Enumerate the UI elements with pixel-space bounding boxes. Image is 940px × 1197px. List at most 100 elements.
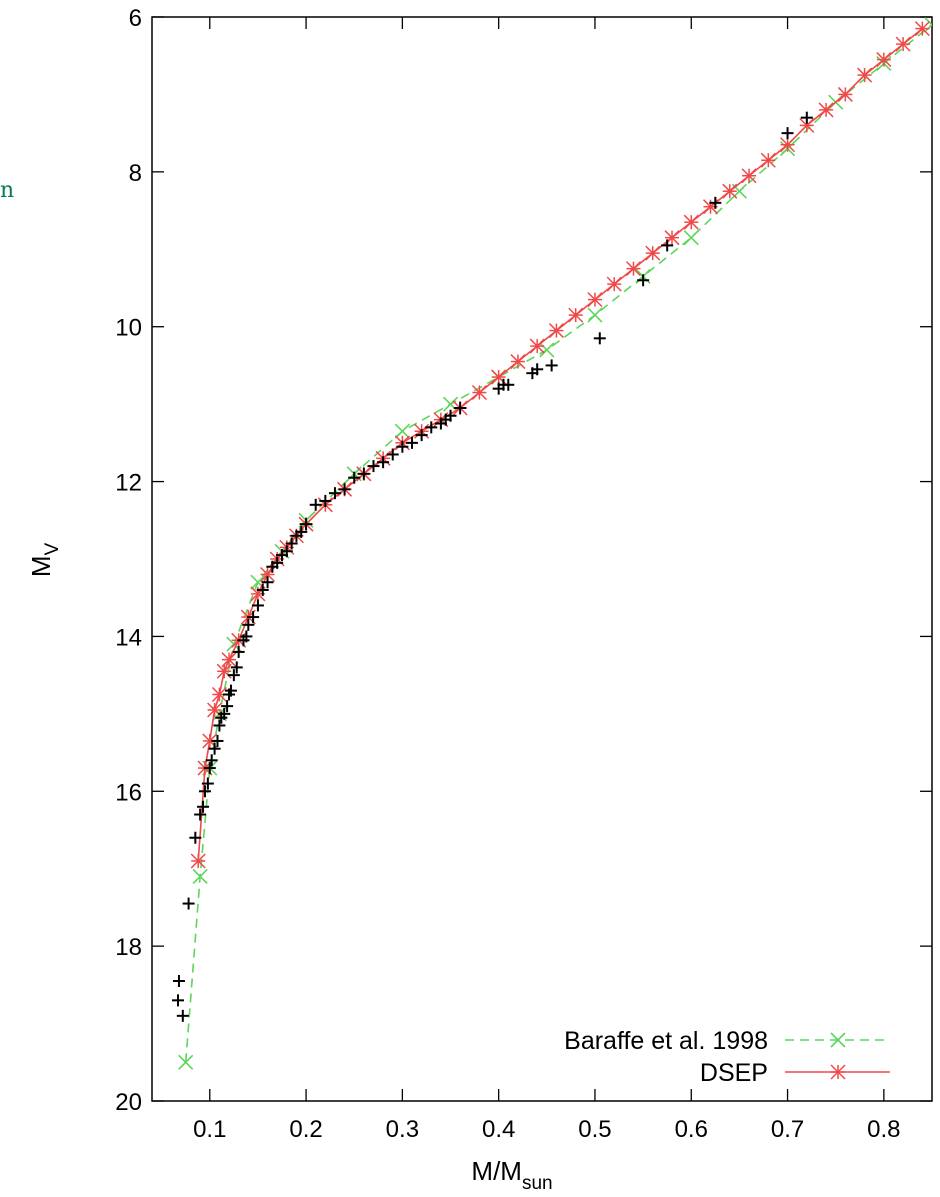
data-point [709, 196, 722, 209]
data-point [309, 498, 322, 511]
data-point [172, 974, 185, 987]
y-tick-label: 8 [129, 160, 142, 187]
axis-ticks: 0.1 0.2 0.3 0.4 0.5 0.6 0.7 0.8 6 8 10 12 14 16 18 20 [115, 5, 932, 1143]
data-point [201, 777, 214, 790]
data-point [227, 669, 240, 682]
x-marker-stroke [683, 230, 699, 246]
plot-frame [151, 16, 933, 1102]
data-point [539, 342, 555, 358]
data-point [491, 369, 507, 385]
data-point [172, 994, 184, 1007]
data-point [192, 868, 208, 885]
data-point [208, 742, 221, 755]
data-point [182, 897, 195, 910]
plot-border [151, 16, 933, 1102]
y-tick-label: 10 [115, 315, 142, 342]
data-point [240, 630, 253, 643]
data-point [224, 684, 237, 697]
x-marker-stroke [924, 23, 932, 33]
data-point [319, 494, 332, 507]
data-point [895, 36, 911, 52]
data-point [256, 583, 269, 596]
data-point [531, 363, 544, 376]
data-point [425, 421, 438, 434]
x-marker-stroke [830, 1032, 846, 1048]
data-point [502, 378, 515, 391]
x-tick-label: 0.2 [289, 1116, 322, 1143]
data-point [211, 686, 227, 703]
data-point [471, 384, 487, 401]
data-point [857, 67, 873, 83]
x-marker-stroke [192, 868, 208, 885]
data-point [529, 338, 545, 354]
x-marker-stroke [442, 396, 459, 412]
data-point [377, 456, 390, 469]
data-point [781, 127, 794, 140]
data-point [242, 618, 255, 631]
x-axis-label: M/Msun [471, 1156, 552, 1194]
data-point [367, 460, 380, 473]
data-point [415, 429, 428, 442]
data-point [230, 661, 243, 674]
y-axis-label: MV [26, 543, 63, 578]
data-point [328, 487, 341, 500]
y-tick-label: 20 [115, 1089, 142, 1116]
data-point [587, 307, 603, 323]
y-tick-label: 6 [129, 5, 142, 32]
data-point [637, 274, 650, 287]
data-point [914, 21, 930, 37]
series-layer [172, 17, 932, 1070]
x-marker-stroke [587, 307, 603, 323]
series-1 [190, 21, 930, 869]
data-point [221, 652, 237, 668]
data-point [545, 359, 558, 372]
data-point [207, 702, 223, 718]
data-point [606, 276, 622, 292]
legend-marker [830, 1064, 846, 1080]
data-point [406, 436, 418, 449]
data-point [300, 518, 313, 531]
legend-label: Baraffe et al. 1998 [564, 1027, 768, 1055]
x-tick-label: 0.8 [867, 1116, 900, 1143]
x-tick-label: 0.3 [386, 1116, 419, 1143]
x-marker-stroke [539, 342, 555, 358]
data-point [683, 214, 699, 230]
x-marker-stroke [924, 17, 932, 26]
data-point [837, 86, 853, 102]
data-point [178, 1054, 194, 1070]
data-point [211, 734, 224, 747]
data-point [683, 230, 699, 246]
data-point [189, 831, 202, 844]
y-axis-label-subscript: V [42, 543, 63, 556]
data-point [271, 556, 284, 569]
data-point [625, 261, 642, 277]
y-tick-label: 16 [115, 779, 142, 806]
x-tick-label: 0.1 [193, 1116, 226, 1143]
x-tick-label: 0.4 [482, 1116, 515, 1143]
data-point [295, 525, 308, 538]
axis-labels: M/Msun MV [26, 543, 553, 1194]
y-tick-label: 12 [115, 470, 142, 497]
data-point [444, 409, 457, 422]
data-point [780, 137, 796, 153]
x-marker-stroke [178, 1054, 194, 1070]
x-marker-stroke [250, 574, 266, 590]
x-tick-label: 0.7 [771, 1116, 804, 1143]
series-2 [172, 111, 813, 1022]
legend: Baraffe et al. 1998 DSEP [564, 1027, 890, 1087]
data-point [396, 440, 409, 453]
data-point [741, 168, 757, 184]
data-point [587, 292, 603, 308]
data-point [348, 471, 361, 484]
data-point [213, 719, 226, 732]
series-line [197, 27, 923, 862]
data-point [194, 808, 207, 821]
data-point [197, 800, 210, 813]
data-point [645, 245, 661, 261]
data-point [924, 17, 932, 33]
data-point [338, 483, 351, 496]
x-tick-label: 0.5 [578, 1116, 611, 1143]
data-point [261, 576, 274, 589]
data-point [394, 423, 410, 439]
